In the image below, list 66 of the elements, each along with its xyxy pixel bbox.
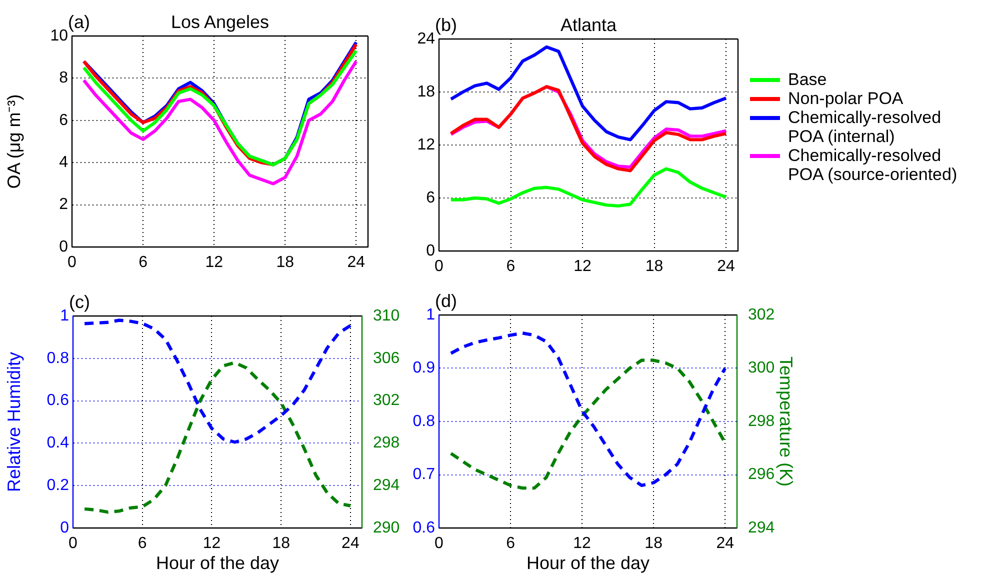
x-tick-label: 18 (644, 535, 663, 552)
y2-tick-label: 294 (748, 519, 775, 536)
y2-tick-label: 300 (748, 360, 775, 377)
x-tick-label: 24 (347, 254, 366, 272)
x-tick-label: 18 (645, 258, 664, 276)
y2-axis-title: Temperature (K) (776, 356, 796, 487)
y-tick-label: 0.8 (412, 412, 436, 430)
y-tick-label: 0.6 (412, 519, 436, 536)
y-tick-label: 0.9 (412, 360, 436, 377)
y-tick-label: 1 (426, 306, 436, 324)
y2-tick-label: 298 (373, 434, 400, 452)
y-tick-label: 10 (50, 27, 68, 44)
x-tick-label: 18 (272, 535, 290, 552)
legend-label: Chemically-resolved POA (source-oriented) (788, 146, 958, 184)
text: (c) (69, 292, 90, 312)
x-tick-label: 6 (506, 258, 516, 276)
y-tick-label: 6 (426, 189, 436, 206)
y-tick-label: 24 (417, 30, 436, 48)
x-tick-label: 12 (574, 258, 592, 276)
legend-label: Chemically-resolved POA (internal) (788, 108, 942, 146)
y2-tick-label: 306 (373, 350, 400, 367)
y-tick-label: 0 (60, 519, 70, 536)
x-tick-label: 6 (506, 535, 516, 552)
x-axis-title: Hour of the day (526, 553, 650, 574)
y-tick-label: 0.8 (46, 350, 70, 367)
x-tick-label: 12 (205, 254, 224, 272)
x-tick-label: 24 (717, 258, 736, 276)
y2-tick-label: 310 (373, 307, 400, 324)
y-tick-label: 12 (417, 136, 436, 154)
y-tick-label: 18 (417, 83, 436, 100)
text: (a) (68, 12, 90, 32)
chart-title: Los Angeles (170, 12, 270, 32)
y-tick-label: 4 (59, 154, 68, 172)
y-tick-label: 0.6 (46, 392, 70, 410)
legend-label: Non-polar POA (788, 89, 904, 108)
text: (b) (435, 14, 457, 35)
x-tick-label: 24 (716, 535, 734, 552)
line-series (449, 358, 727, 490)
x-tick-label: 24 (342, 535, 360, 552)
y-tick-label: 1 (60, 307, 70, 324)
y2-tick-label: 302 (748, 306, 775, 324)
y-tick-label: 6 (59, 112, 68, 129)
y-axis-title: OA (μg m⁻³) (4, 94, 24, 189)
y-axis-title: Relative Humidity (4, 352, 24, 492)
y2-tick-label: 302 (373, 392, 400, 410)
y-tick-label: 2 (59, 196, 68, 214)
legend-label: Base (788, 70, 828, 89)
y2-tick-label: 298 (748, 412, 775, 430)
text: (d) (435, 290, 457, 311)
x-tick-label: 12 (573, 535, 592, 552)
y-tick-label: 0.2 (46, 477, 70, 494)
y2-tick-label: 296 (748, 466, 775, 484)
x-tick-label: 18 (276, 254, 294, 272)
chart-title: Atlanta (560, 14, 618, 35)
y-tick-label: 0.7 (412, 466, 436, 484)
y2-tick-label: 290 (373, 519, 400, 536)
x-tick-label: 12 (202, 535, 221, 552)
y-tick-label: 0.4 (46, 434, 70, 452)
y-tick-label: 0 (59, 238, 68, 256)
y-tick-label: 8 (59, 70, 68, 87)
x-tick-label: 6 (138, 535, 147, 552)
x-axis-title: Hour of the day (156, 553, 280, 574)
line-series (82, 361, 352, 514)
y2-tick-label: 294 (373, 477, 400, 494)
x-tick-label: 6 (138, 254, 148, 272)
y-tick-label: 0 (426, 242, 436, 260)
